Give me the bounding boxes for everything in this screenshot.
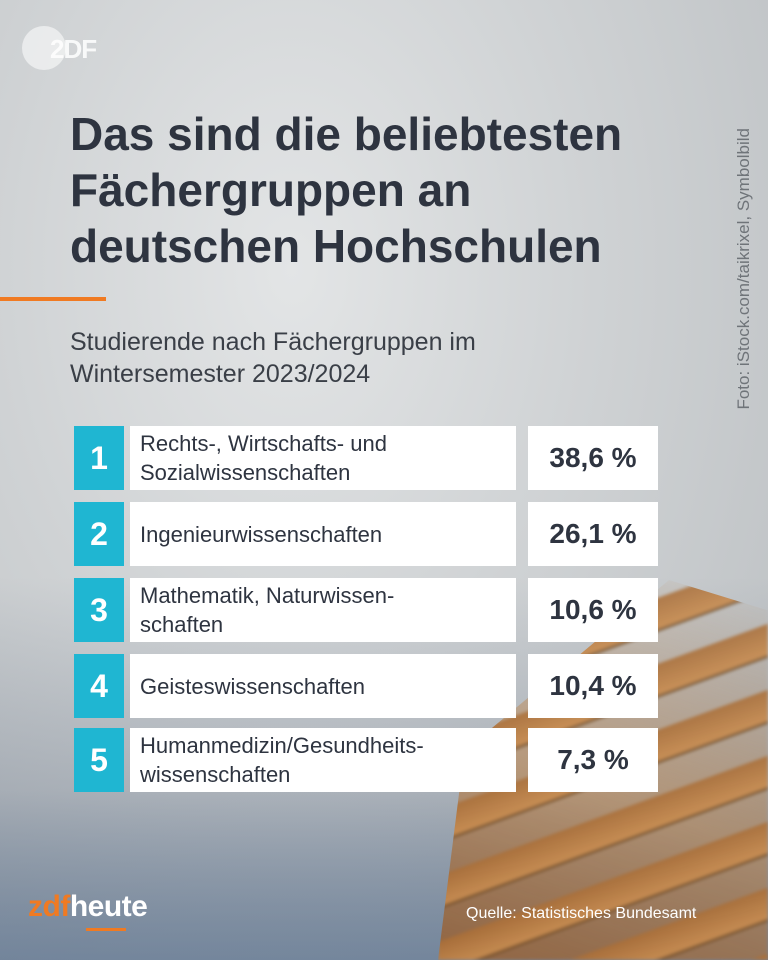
logo-underline (86, 928, 126, 931)
percentage-value: 7,3 % (528, 728, 658, 792)
table-row: 5 Humanmedizin/Gesundheits- wissenschaft… (74, 728, 658, 792)
subtitle: Studierende nach Fächergruppen im Winter… (70, 326, 630, 390)
title-line-2: Fächergruppen an (70, 164, 472, 216)
logo-text: 2DF (50, 34, 97, 64)
rank-badge: 2 (74, 502, 124, 566)
zdfheute-logo: zdfheute (28, 890, 148, 931)
rank-badge: 4 (74, 654, 124, 718)
category-label: Rechts-, Wirtschafts- und Sozialwissensc… (130, 426, 516, 490)
table-row: 1 Rechts-, Wirtschafts- und Sozialwissen… (74, 426, 658, 490)
percentage-value: 10,4 % (528, 654, 658, 718)
category-label: Mathematik, Naturwissen- schaften (130, 578, 516, 642)
category-label-line: Humanmedizin/Gesundheits- (140, 733, 424, 758)
percentage-value: 26,1 % (528, 502, 658, 566)
table-row: 4 Geisteswissenschaften 10,4 % (74, 654, 658, 718)
logo-zdf-text: zdf (28, 890, 70, 923)
title-line-1: Das sind die beliebtesten (70, 108, 623, 160)
subtitle-line-2: Wintersemester 2023/2024 (70, 360, 371, 388)
page-title: Das sind die beliebtesten Fächergruppen … (70, 106, 690, 274)
category-label-line: Rechts-, Wirtschafts- und (140, 431, 387, 456)
category-label: Ingenieurwissenschaften (130, 502, 516, 566)
category-label: Geisteswissenschaften (130, 654, 516, 718)
logo-disc-icon (22, 26, 66, 70)
rank-badge: 5 (74, 728, 124, 792)
percentage-value: 10,6 % (528, 578, 658, 642)
category-label-line: schaften (140, 612, 224, 637)
category-label: Humanmedizin/Gesundheits- wissenschaften (130, 728, 516, 792)
category-label-line: Mathematik, Naturwissen- (140, 583, 395, 608)
table-row: 2 Ingenieurwissenschaften 26,1 % (74, 502, 658, 566)
subtitle-line-1: Studierende nach Fächergruppen im (70, 328, 476, 356)
category-label-line: Ingenieurwissenschaften (140, 521, 383, 547)
zdf-watermark-logo: 2DF (22, 26, 102, 70)
table-row: 3 Mathematik, Naturwissen- schaften 10,6… (74, 578, 658, 642)
rank-badge: 3 (74, 578, 124, 642)
rank-badge: 1 (74, 426, 124, 490)
category-label-line: Geisteswissenschaften (140, 673, 365, 699)
photo-credit: Foto: iStock.com/taikrixel, Symbolbild (734, 128, 753, 410)
title-line-3: deutschen Hochschulen (70, 220, 602, 272)
category-label-line: wissenschaften (140, 762, 291, 787)
category-label-line: Sozialwissenschaften (140, 460, 351, 485)
logo-heute-text: heute (69, 890, 148, 923)
source-note: Quelle: Statistisches Bundesamt (466, 905, 697, 922)
percentage-value: 38,6 % (528, 426, 658, 490)
accent-divider (0, 297, 106, 301)
